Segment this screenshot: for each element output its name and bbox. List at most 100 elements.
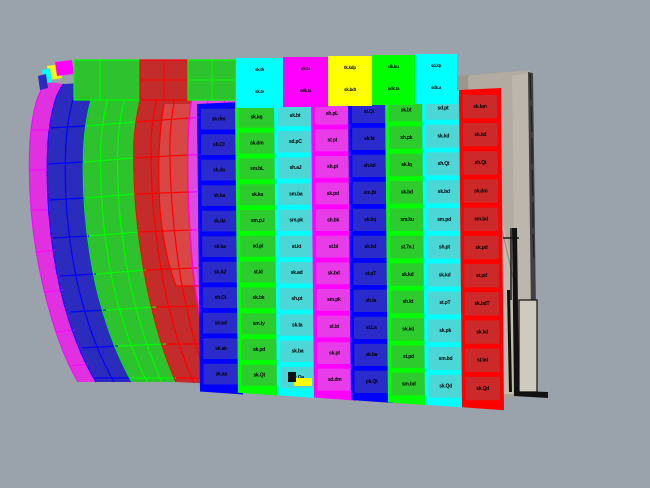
- mesh-cell-label: sk.ta: [292, 322, 303, 328]
- mesh-cell-label: pk.Qt: [366, 379, 378, 385]
- column-02-green[interactable]: sk.kq sk.dm sm.bL sk.ka sm.pJ sd.pi st.kl sk.bk…: [235, 100, 281, 396]
- mesh-cell-label: sk.bd: [328, 271, 340, 277]
- mesh-cell-label: st.bl: [329, 244, 339, 250]
- top-cell-yellow-1[interactable]: tk.kdp sk.bdt: [328, 56, 372, 106]
- mesh-cell-label: st.pd: [476, 273, 487, 279]
- mesh-cell[interactable]: [419, 78, 453, 98]
- mesh-cell-label: sk.ka: [214, 193, 226, 199]
- mesh-cell-label: sm.bd: [474, 217, 488, 223]
- mesh-cell-label: st.kl: [254, 269, 264, 275]
- mesh-cell-label: sk.ak: [215, 346, 227, 352]
- mesh-cell[interactable]: [376, 79, 411, 99]
- mesh-cell[interactable]: [463, 318, 502, 346]
- mesh-cell-label: sm.pJ: [251, 218, 265, 224]
- mesh-cell-label: sk.th: [255, 67, 265, 72]
- mesh-cell-label: sk.pt: [329, 350, 340, 356]
- mesh-cell[interactable]: [376, 57, 411, 77]
- mesh-cell-label: sh.ta: [366, 298, 377, 304]
- top-cell-magenta-1[interactable]: sk.ta sdk.ta: [283, 57, 328, 107]
- mesh-cell-label: sh.bk: [327, 217, 339, 223]
- mesh-cell-label: sh.pL: [326, 111, 338, 117]
- mesh-cell-label: sk.bdt: [344, 87, 356, 92]
- mesh-cell-label: sh.Ct: [215, 295, 227, 301]
- column-05-blue[interactable]: st.Qt sk.kt sh.kd sm.bt sk.bq sk.kd st.pT sh.ta…: [348, 94, 393, 403]
- mesh-cell-label: sm.ty: [253, 321, 265, 327]
- accent-yellow-bottom: [294, 378, 312, 386]
- mesh-cell-label: sk.ta: [301, 66, 311, 71]
- mesh-cell-label: sk.kd: [402, 272, 414, 278]
- mesh-cell-label: st.pd: [403, 354, 414, 360]
- mesh-cell[interactable]: [463, 346, 502, 374]
- mesh-cell-label: sm.bt: [364, 190, 377, 196]
- mesh-cell[interactable]: [332, 80, 368, 100]
- mesh-cell-label: sk.bk: [253, 295, 265, 301]
- mesh-cell[interactable]: [462, 234, 501, 261]
- mesh-cell-label: sk.kd: [439, 272, 451, 278]
- mesh-cell[interactable]: [461, 121, 500, 148]
- mesh-cell-label: sk.da: [213, 168, 225, 174]
- mesh-cell[interactable]: [462, 262, 501, 290]
- mesh-cell-label: sk.kd: [437, 133, 449, 139]
- mesh-cell[interactable]: [463, 290, 501, 318]
- mesh-cell-label: sk.da: [214, 219, 226, 225]
- mesh-cell-label: sk.bdT: [474, 301, 489, 307]
- mesh-cell[interactable]: [240, 82, 279, 102]
- mesh-cell-label: sh.aJ: [290, 165, 302, 171]
- top-labelled-cells: sk.th sk.te sk.ta sdk.ta tk.kdp sk.bdt dk.ku sd…: [236, 54, 457, 108]
- mesh-cell-label: sm.bL: [250, 166, 264, 172]
- mesh-cell-label: sdk.a: [431, 85, 442, 90]
- column-07-cyan[interactable]: sd.pt sk.kd sh.Qt sk.bd sm.pd sh.pt sk.kd st.pT…: [422, 90, 467, 408]
- mesh-cell-label: sh.pk: [400, 135, 412, 141]
- top-cell-green-1[interactable]: dk.ku sdk.ta: [372, 55, 415, 105]
- top-cell-cyan-1[interactable]: sk.th sk.te: [236, 58, 283, 108]
- mesh-cell-label: sk.pd: [253, 347, 265, 353]
- mesh-cell-label: sk.pd: [475, 245, 487, 251]
- mesh-cell-label: dk.ku: [388, 64, 399, 69]
- mesh-cell[interactable]: [287, 59, 324, 79]
- mesh-cell-label: st.kt: [292, 244, 302, 250]
- mesh-cell-label: sh.kd: [363, 163, 375, 169]
- mesh-cell-label: st.bt: [329, 324, 339, 330]
- mesh-cell-label: sd.pt: [438, 106, 449, 112]
- mesh-cell-label: sh.Ct: [213, 142, 225, 148]
- column-06-green[interactable]: sk.bt sh.pk sk.lq sk.bd sm.ku st.7n.t sk.kd sh.…: [385, 92, 430, 406]
- mesh-cell-label: sd.kp: [431, 63, 442, 68]
- mesh-cell[interactable]: [419, 56, 453, 76]
- mesh-cell-label: sk.Qa: [291, 375, 304, 381]
- accent-black-bottom: [288, 372, 296, 382]
- mesh-cell-label: sm.ku: [400, 217, 414, 223]
- mesh-cell[interactable]: [332, 58, 368, 78]
- column-04-magenta[interactable]: sh.pL st.pt sh.pt sk.pd sh.bk st.bl sk.bd sm.pk…: [311, 96, 356, 401]
- mesh-cell-label: sdk.ta: [300, 88, 312, 93]
- crosshair-marker: [503, 228, 519, 300]
- column-08-red[interactable]: sk.bm sk.kd sh.Qt sk.dm sm.bd sk.pd st.pd sk.bd…: [459, 88, 504, 411]
- mesh-cell-label: sk.ad: [291, 270, 303, 276]
- mesh-cell-label: sk.Qt: [253, 373, 265, 379]
- mesh-cell-label: sk.bt: [401, 107, 412, 113]
- mesh-cell-label: sh.pt: [439, 245, 450, 251]
- mesh-cell-label: sk.A2: [214, 269, 227, 275]
- mesh-cell-label: sk.kd: [402, 327, 414, 333]
- mesh-cell-label: sk.ka: [214, 244, 226, 250]
- mesh-cell[interactable]: [461, 93, 499, 120]
- mesh-cell-label: sk.kd: [474, 132, 486, 138]
- mesh-cell-label: st.bd: [477, 358, 488, 364]
- mesh-cell[interactable]: [287, 81, 324, 101]
- top-cell-cyan-2[interactable]: sd.kp sdk.a: [415, 54, 457, 104]
- mesh-cell[interactable]: [463, 375, 502, 402]
- mesh-cell[interactable]: [462, 206, 500, 233]
- mesh-cell-label: sm.pk: [327, 297, 341, 303]
- mesh-cell-label: sh.Qt: [438, 161, 450, 167]
- mesh-cell-label: sd.pi: [253, 244, 264, 250]
- mesh-cell[interactable]: [240, 60, 279, 80]
- mesh-cell[interactable]: [461, 177, 500, 205]
- mesh-cell-label: sk.ka: [252, 192, 264, 198]
- mesh-cell-label: tk.kdp: [344, 65, 356, 70]
- mesh-cell[interactable]: [461, 149, 500, 177]
- mesh-cell-label: st.La: [366, 325, 377, 331]
- mesh-cell-label: sk.bq: [364, 217, 376, 223]
- mesh-cell-label: sk.kd: [476, 329, 488, 335]
- mesh-cell-label: st.pT: [365, 271, 376, 277]
